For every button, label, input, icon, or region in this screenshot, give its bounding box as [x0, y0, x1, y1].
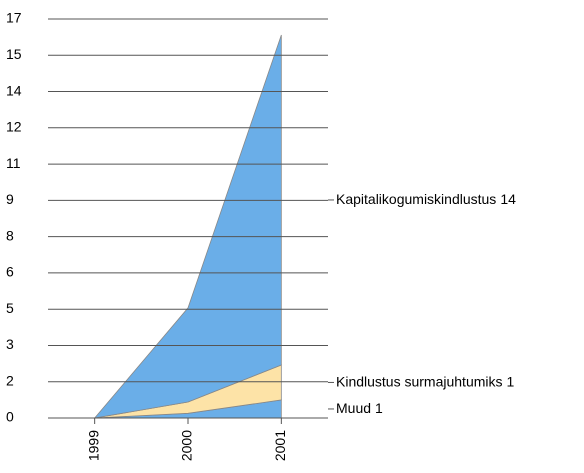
y-tick-label: 9 [6, 191, 14, 207]
series-value: 1 [507, 373, 515, 389]
y-tick-label: 11 [6, 155, 21, 171]
y-tick-label: 15 [6, 46, 22, 62]
series-label: Muud 1 [336, 400, 383, 416]
y-tick-label: 3 [6, 336, 14, 352]
x-tick-label: 2000 [179, 430, 195, 461]
series-label: Kapitalikogumiskindlustus 14 [336, 191, 516, 207]
y-tick-label: 5 [6, 300, 14, 316]
series-label: Kindlustus surmajuhtumiks 1 [336, 373, 515, 389]
x-tick-label: 1999 [85, 430, 101, 461]
y-tick-label: 12 [6, 119, 22, 135]
series-name: Kindlustus surmajuhtumiks [336, 373, 503, 389]
series-name: Muud [336, 400, 371, 416]
x-tick-label: 2001 [272, 430, 288, 461]
y-tick-label: 6 [6, 264, 14, 280]
series-value: 1 [375, 400, 383, 416]
y-tick-label: 14 [6, 82, 22, 98]
y-tick-label: 17 [6, 10, 22, 26]
series-value: 14 [500, 191, 516, 207]
y-tick-label: 8 [6, 227, 14, 243]
y-tick-label: 2 [6, 372, 14, 388]
area [93, 34, 282, 419]
y-tick-label: 0 [6, 409, 14, 425]
series-name: Kapitalikogumiskindlustus [336, 191, 496, 207]
